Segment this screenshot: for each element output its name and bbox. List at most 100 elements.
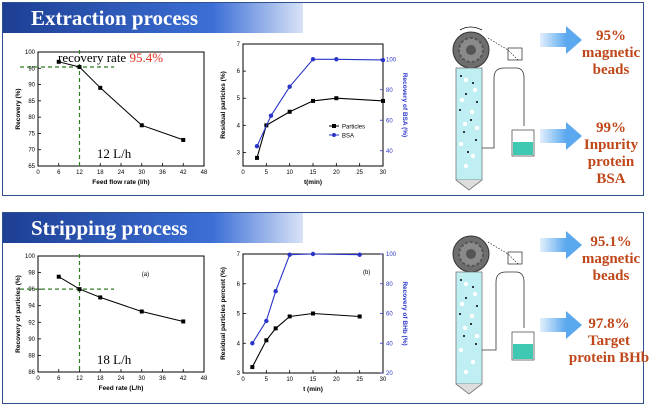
x-tick-label: 25 (356, 377, 363, 383)
data-point (98, 85, 103, 90)
data-point (287, 252, 292, 257)
x-tick-label: 36 (159, 170, 166, 176)
data-point (268, 113, 274, 118)
panel-label: (a) (142, 272, 149, 278)
result-line: magnetic (581, 45, 641, 61)
data-point (380, 57, 386, 63)
y-tick-label: 75 (28, 131, 35, 137)
y-right-tick-label: 60 (386, 312, 393, 318)
result-line: protein (587, 154, 635, 170)
result-line: beads (592, 268, 630, 284)
result-line: Inpurity (583, 137, 639, 153)
data-point (311, 311, 315, 316)
series-line (58, 276, 184, 322)
y-tick-label: 90 (28, 83, 35, 89)
result-line: magnetic (581, 251, 641, 267)
x-tick-label: 0 (36, 376, 40, 382)
legend-label: Particles (342, 125, 365, 131)
series-line (58, 61, 184, 141)
data-point (287, 84, 292, 89)
y-tick-label: 86 (28, 370, 35, 376)
y-tick-label: 3 (237, 150, 241, 156)
data-point (98, 295, 103, 300)
y-right-tick-label: 20 (386, 371, 393, 377)
x-axis-label: t (min) (303, 386, 323, 393)
collection-flask (511, 129, 535, 157)
condition-label: 18 L/h (97, 352, 132, 367)
result-percent: 95.1% (590, 234, 632, 250)
y-axis-label: Residual particles percent (%) (220, 267, 227, 360)
y-tick-label: 7 (237, 252, 241, 258)
x-tick-label: 15 (310, 170, 317, 176)
y-tick-label: 85 (28, 99, 35, 105)
result-line: beads (592, 62, 630, 78)
stripping-apparatus-illustration (452, 235, 535, 395)
result-percent: 95% (596, 28, 626, 44)
y-axis-label: Recovery (%) (15, 88, 22, 129)
x-tick-label: 20 (333, 377, 340, 383)
y-axis-label: Recovery of particles (%) (15, 275, 22, 353)
x-tick-label: 15 (310, 377, 317, 383)
y-right-tick-label: 80 (386, 88, 393, 94)
extraction-result-beads: 95% magnetic beads (576, 28, 646, 79)
extraction-column (455, 67, 483, 181)
y-tick-label: 3 (237, 371, 241, 377)
data-point (77, 64, 82, 69)
data-point (287, 314, 292, 319)
result-line: BSA (596, 171, 626, 187)
y-tick-label: 100 (25, 254, 36, 260)
y-tick-label: 88 (28, 353, 35, 359)
recovery-annotation-value: 95.4% (129, 50, 163, 65)
y-tick-label: 4 (237, 123, 241, 129)
data-point (310, 57, 316, 62)
data-point (287, 109, 292, 114)
extraction-banner: Extraction process (3, 3, 303, 33)
y-tick-label: 96 (28, 287, 35, 293)
x-tick-label: 30 (138, 376, 145, 382)
y-right-tick-label: 100 (386, 252, 397, 258)
condition-label: 12 L/h (97, 146, 132, 161)
x-tick-label: 30 (380, 377, 387, 383)
extraction-flow-chart: 0 6 12 18 24 30 36 42 48 65 70 75 80 85 90 95 100 Feed fl… (15, 50, 208, 186)
stripping-column (455, 271, 483, 385)
series-line-recovery (256, 58, 384, 147)
x-tick-label: 10 (286, 377, 293, 383)
y-right-tick-label: 60 (386, 118, 393, 124)
data-point (254, 143, 260, 149)
y-tick-label: 70 (28, 148, 35, 154)
data-point (334, 57, 339, 62)
data-point (310, 251, 316, 257)
stripping-banner: Stripping process (3, 213, 303, 243)
data-point (250, 341, 255, 346)
y-tick-label: 92 (28, 320, 35, 326)
data-point (334, 96, 339, 101)
data-point (250, 365, 255, 370)
series-line-particles (251, 312, 360, 368)
data-point (181, 319, 186, 324)
x-tick-label: 6 (57, 376, 61, 382)
data-point (77, 287, 82, 292)
y-tick-label: 98 (28, 271, 35, 277)
recovery-annotation: recovery rate 95.4% (58, 50, 163, 65)
data-point (311, 98, 315, 103)
y-tick-label: 4 (237, 341, 241, 347)
x-tick-label: 30 (380, 170, 387, 176)
x-tick-label: 25 (356, 170, 363, 176)
x-tick-label: 0 (241, 170, 245, 176)
x-tick-label: 24 (118, 376, 125, 382)
extraction-time-chart: 0 5 10 15 20 25 30 3 4 5 6 7 40 60 80 100 t(min) Residual… (220, 42, 408, 186)
data-point (139, 123, 144, 128)
x-tick-label: 24 (118, 170, 125, 176)
data-point (273, 288, 278, 294)
extraction-result-protein: 99% Inpurity protein BSA (576, 120, 646, 188)
data-point (255, 155, 259, 160)
y-tick-label: 5 (237, 312, 241, 318)
stripping-time-chart: 0 5 10 15 20 25 30 3 4 5 6 7 20 40 60 80 100 t (min) Resid… (220, 251, 408, 393)
y-right-tick-label: 40 (386, 341, 393, 347)
x-tick-label: 18 (97, 170, 104, 176)
y-right-tick-label: 100 (386, 57, 397, 63)
y-tick-label: 6 (237, 282, 241, 288)
bead-dots (459, 75, 478, 153)
y-tick-label: 80 (28, 115, 35, 121)
stripping-result-protein: 97.8% Target protein BHb (568, 316, 650, 367)
